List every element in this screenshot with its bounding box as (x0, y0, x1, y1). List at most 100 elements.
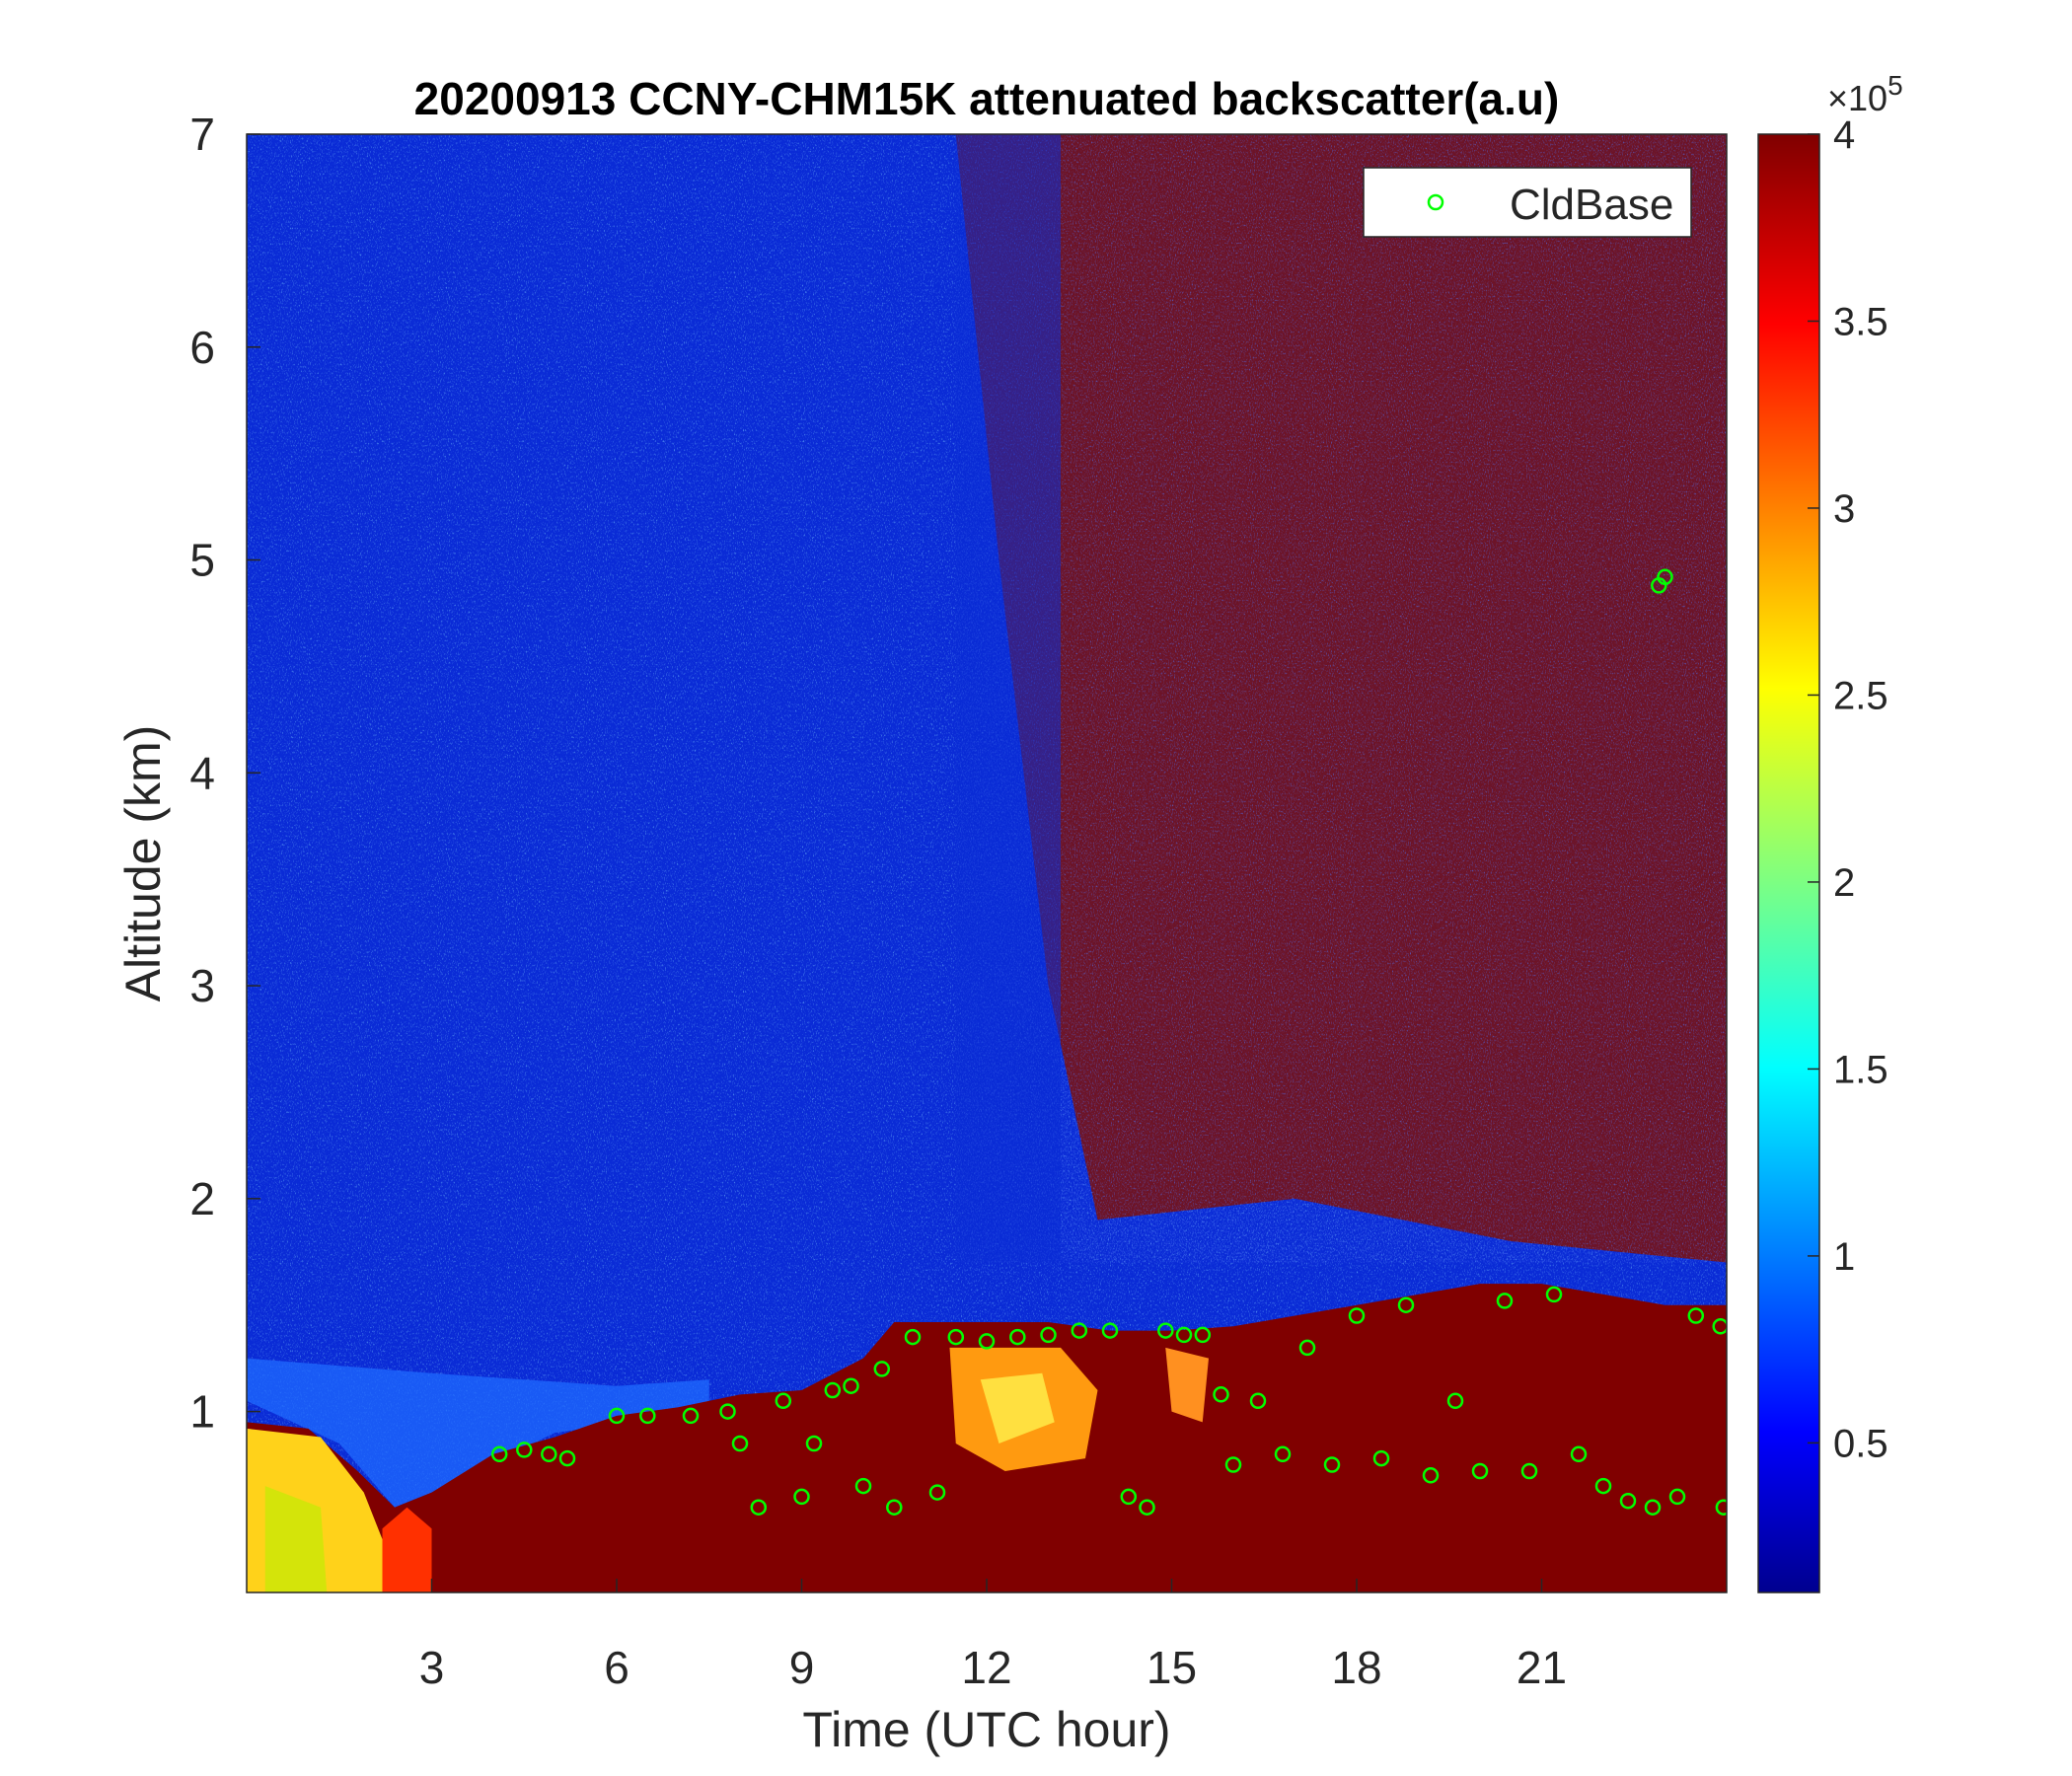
colorbar-tick-label: 2 (1833, 861, 1855, 905)
cloud-base-point (1657, 568, 1673, 586)
cloud-base-point (541, 1445, 557, 1463)
cloud-base-point (805, 1435, 823, 1452)
y-tick-label: 5 (189, 535, 215, 586)
x-tick-label: 6 (604, 1642, 629, 1693)
cloud-base-point (1372, 1449, 1390, 1467)
colorbar-tick-label: 1 (1833, 1235, 1855, 1279)
midday-cloud-core (980, 1372, 1055, 1443)
cloud-base-point (1715, 1499, 1727, 1516)
cloud-base-point (1594, 1477, 1612, 1495)
cloud-base-point (793, 1488, 810, 1506)
daytime-noise-speckle (955, 134, 1727, 1263)
cloud-base-point (1071, 1322, 1088, 1339)
cloud-base-point (750, 1499, 768, 1516)
surface-layer-red (382, 1507, 432, 1592)
y-tick-label: 4 (189, 747, 215, 798)
y-tick-label: 3 (189, 960, 215, 1011)
colorbar-exponent: ×105 (1827, 70, 1903, 118)
cloud-base-point (1139, 1499, 1155, 1516)
aerosol-layer (247, 1358, 709, 1508)
cloud-base-point (1545, 1286, 1563, 1303)
daytime-noise-fade (955, 134, 1061, 1263)
x-tick-label: 21 (1517, 1642, 1567, 1693)
cloud-base-points (490, 568, 1727, 1516)
cloud-base-point (1446, 1392, 1464, 1410)
cloud-base-point (1040, 1326, 1057, 1344)
cloud-base-point (904, 1328, 922, 1346)
y-tick-label: 7 (189, 109, 215, 160)
cloud-base-point (854, 1477, 872, 1495)
cloud-base-point (1120, 1488, 1138, 1506)
cloud-base-point (1213, 1386, 1229, 1403)
x-axis-label: Time (UTC hour) (802, 1702, 1170, 1757)
cloud-base-point (1619, 1492, 1637, 1510)
cloud-base-point (608, 1407, 626, 1425)
cloud-base-point (639, 1407, 656, 1425)
cloud-base-point (886, 1499, 903, 1516)
cloud-base-point (516, 1442, 533, 1458)
surface-layer-green (264, 1486, 328, 1592)
cloud-base-point (490, 1445, 508, 1463)
colorbar-tick-label: 0.5 (1833, 1422, 1888, 1465)
cloud-base-point (1668, 1488, 1686, 1506)
cloud-base-point (1323, 1456, 1341, 1473)
backscatter-heatmap (247, 134, 1727, 1592)
plot-area (246, 133, 1728, 1593)
cloud-base-point (1224, 1456, 1242, 1473)
x-tick-label: 15 (1147, 1642, 1197, 1693)
cloud-base-point (978, 1333, 996, 1350)
afternoon-cloud-patch (1165, 1347, 1209, 1423)
cloud-base-point (1157, 1322, 1174, 1339)
colorbar: 0.5 1 1.5 2 2.5 3 3.5 4 ×105 (1757, 70, 1903, 1593)
cloud-base-point (873, 1361, 891, 1377)
legend-box (1363, 167, 1692, 238)
cloud-base-point (682, 1407, 700, 1425)
x-axis: 3 6 9 12 15 18 21 (419, 1579, 1567, 1693)
x-tick-label: 12 (961, 1642, 1011, 1693)
cloud-base-point (1644, 1499, 1662, 1516)
x-tick-label: 3 (419, 1642, 445, 1693)
cloud-base-point (1397, 1296, 1415, 1313)
cloud-base-point (1249, 1392, 1267, 1410)
cloud-base-point (1422, 1467, 1440, 1484)
colorbar-tick-label: 3.5 (1833, 300, 1888, 343)
cloud-base-point (1298, 1339, 1316, 1357)
colorbar-ticks: 0.5 1 1.5 2 2.5 3 3.5 4 (1808, 113, 1888, 1465)
cloud-base-point (1471, 1462, 1489, 1480)
cloud-base-point (1520, 1462, 1538, 1480)
colorbar-tick-label: 4 (1833, 113, 1855, 157)
y-tick-label: 2 (189, 1173, 215, 1224)
legend-label-cldbase: CldBase (1510, 181, 1673, 229)
cloud-base-point (775, 1392, 792, 1410)
colorbar-exponent-power: 5 (1887, 70, 1903, 101)
cloud-base-point (1274, 1445, 1292, 1463)
cloud-base-point (928, 1484, 946, 1501)
cloud-base-point (731, 1435, 749, 1452)
x-tick-label: 18 (1331, 1642, 1381, 1693)
legend: CldBase (1363, 167, 1692, 238)
y-tick-label: 1 (189, 1386, 215, 1438)
cloud-base-point (1687, 1307, 1705, 1324)
cloud-base-point (1175, 1326, 1193, 1344)
legend-marker-icon (1427, 193, 1444, 211)
x-tick-label: 9 (789, 1642, 815, 1693)
colorbar-exponent-base: ×10 (1827, 78, 1887, 118)
cloud-base-point (1570, 1445, 1588, 1463)
cloud-base-point (1101, 1322, 1119, 1339)
cloud-base-point (843, 1377, 859, 1394)
chart-title: 20200913 CCNY-CHM15K attenuated backscat… (414, 73, 1560, 124)
y-tick-label: 6 (189, 322, 215, 373)
cloud-base-point (824, 1381, 842, 1399)
colorbar-tick-label: 1.5 (1833, 1048, 1888, 1091)
colorbar-tick-label: 3 (1833, 487, 1855, 531)
cloud-base-point (1348, 1307, 1366, 1324)
cloud-base-point (1009, 1328, 1026, 1346)
colorbar-tick-label: 2.5 (1833, 674, 1888, 717)
cloud-base-point (947, 1328, 965, 1346)
cloud-base-point (719, 1403, 736, 1420)
heatmap-daytime-noise (955, 134, 1727, 1263)
colorbar-gradient (1757, 133, 1820, 1593)
cloud-base-point (1712, 1318, 1727, 1335)
cloud-base-point (1194, 1326, 1212, 1344)
